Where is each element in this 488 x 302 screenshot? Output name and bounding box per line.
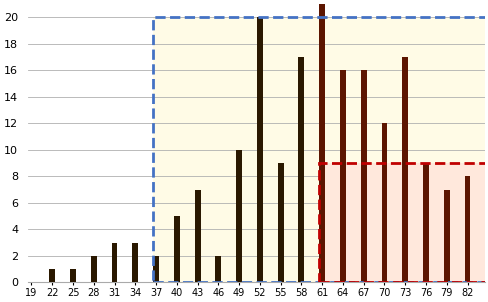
Bar	[153, 256, 159, 282]
Bar	[91, 256, 97, 282]
Bar	[49, 269, 55, 282]
Bar	[485, 203, 488, 282]
Bar	[152, 18, 488, 282]
Bar	[360, 70, 366, 282]
Bar	[402, 57, 407, 282]
Bar	[236, 150, 242, 282]
Bar	[194, 190, 200, 282]
Bar	[443, 190, 449, 282]
Bar	[277, 163, 283, 282]
Bar	[339, 70, 345, 282]
Bar	[464, 176, 469, 282]
Bar	[422, 163, 428, 282]
Bar	[215, 256, 221, 282]
Bar	[298, 57, 304, 282]
Bar	[174, 216, 180, 282]
Bar	[319, 4, 325, 282]
Bar	[111, 243, 117, 282]
Bar	[132, 243, 138, 282]
Bar	[152, 18, 488, 282]
Bar	[256, 18, 262, 282]
Bar	[381, 123, 386, 282]
Bar	[318, 163, 488, 282]
Bar	[318, 163, 488, 282]
Bar	[70, 269, 76, 282]
